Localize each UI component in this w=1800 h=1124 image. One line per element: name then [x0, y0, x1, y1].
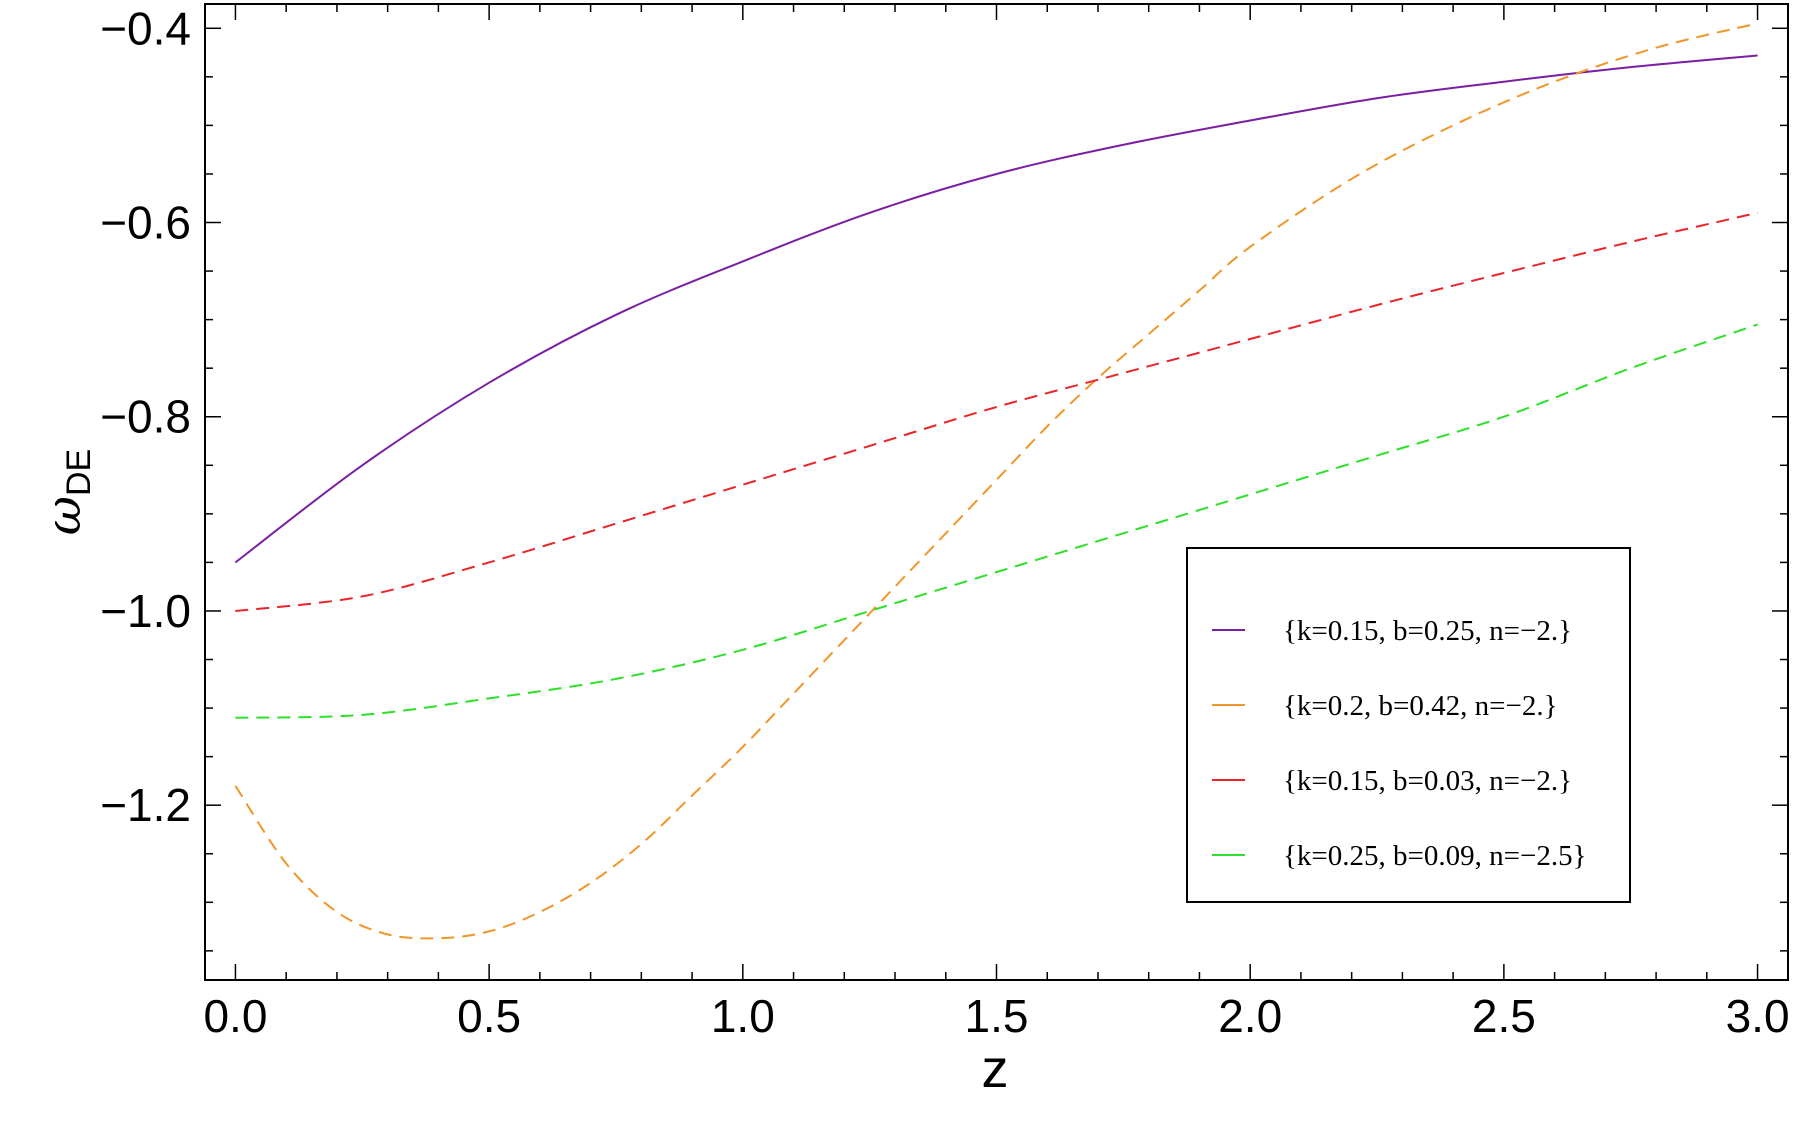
x-tick-label: 0.0 — [203, 990, 267, 1042]
series-line-3 — [235, 211, 1758, 612]
legend-label: {k=0.25, b=0.09, n=−2.5} — [1283, 840, 1587, 872]
series-line-1 — [234, 54, 1758, 564]
y-tick-label: −0.8 — [100, 391, 191, 443]
legend-label: {k=0.2, b=0.42, n=−2.} — [1283, 690, 1558, 722]
series-line-2 — [234, 22, 1758, 940]
legend-label: {k=0.15, b=0.03, n=−2.} — [1283, 765, 1572, 797]
y-axis-title: ωDE — [36, 449, 98, 535]
series-line-4 — [235, 323, 1758, 719]
y-tick-label: −0.6 — [100, 197, 191, 249]
y-tick-label: −1.0 — [100, 585, 191, 637]
tick-labels: 0.0 0.5 1.0 1.5 2.0 2.5 3.0 −0.4 −0.6 −0.8 −1.0 −1.… — [100, 2, 1789, 1042]
x-tick-label: 2.0 — [1218, 990, 1282, 1042]
x-axis-title: z — [982, 1039, 1009, 1099]
x-tick-label: 0.5 — [457, 990, 521, 1042]
x-tick-label: 2.5 — [1472, 990, 1536, 1042]
x-tick-label: 3.0 — [1726, 990, 1790, 1042]
x-tick-label: 1.0 — [711, 990, 775, 1042]
y-tick-label: −1.2 — [100, 779, 191, 831]
legend-items: {k=0.15, b=0.25, n=−2.} {k=0.2, b=0.42, n… — [1212, 615, 1587, 872]
legend-box — [1186, 547, 1631, 903]
axis-ticks — [205, 4, 1788, 980]
y-axis-title-symbol: ω — [36, 496, 92, 535]
legend-label: {k=0.15, b=0.25, n=−2.} — [1283, 615, 1572, 647]
y-tick-label: −0.4 — [100, 2, 191, 54]
legend: {k=0.15, b=0.25, n=−2.} {k=0.2, b=0.42, n… — [1186, 547, 1631, 903]
chart-marks — [234, 22, 1758, 940]
x-tick-label: 1.5 — [965, 990, 1029, 1042]
y-axis-title-subscript: DE — [60, 449, 98, 496]
